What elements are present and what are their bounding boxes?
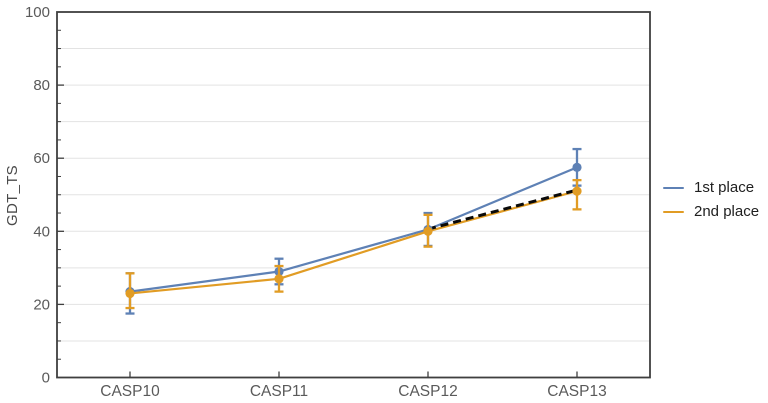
legend-item-1st-place: 1st place (663, 176, 759, 200)
y-tick-label: 100 (25, 4, 50, 21)
data-point-2nd-place-CASP13 (572, 186, 582, 196)
data-point-2nd-place-CASP12 (423, 226, 433, 236)
x-tick-label: CASP11 (250, 383, 308, 400)
y-tick-label: 40 (33, 223, 50, 240)
legend-label: 1st place (694, 179, 755, 196)
legend-line-swatch-blue (663, 186, 684, 190)
y-axis-label: GDT_TS (4, 165, 21, 226)
y-tick-label: 20 (33, 296, 50, 313)
series-line-2nd-place (129, 190, 578, 295)
series-line-1st-place (129, 166, 578, 293)
x-tick-label: CASP10 (100, 383, 160, 400)
dashed-trend-line (427, 188, 578, 231)
legend: 1st place 2nd place (663, 176, 759, 224)
legend-line-swatch-orange (663, 210, 684, 214)
data-point-1st-place-CASP13 (572, 162, 582, 172)
legend-item-2nd-place: 2nd place (663, 200, 759, 224)
data-point-2nd-place-CASP10 (125, 288, 135, 299)
x-tick-label: CASP13 (547, 383, 606, 400)
y-tick-label: 80 (33, 77, 50, 94)
plot-frame (56, 11, 651, 379)
y-tick-label: 60 (33, 150, 50, 167)
legend-label: 2nd place (694, 203, 760, 220)
x-tick-label: CASP12 (398, 383, 457, 400)
y-tick-label: 0 (42, 370, 50, 387)
data-point-2nd-place-CASP11 (274, 274, 284, 284)
